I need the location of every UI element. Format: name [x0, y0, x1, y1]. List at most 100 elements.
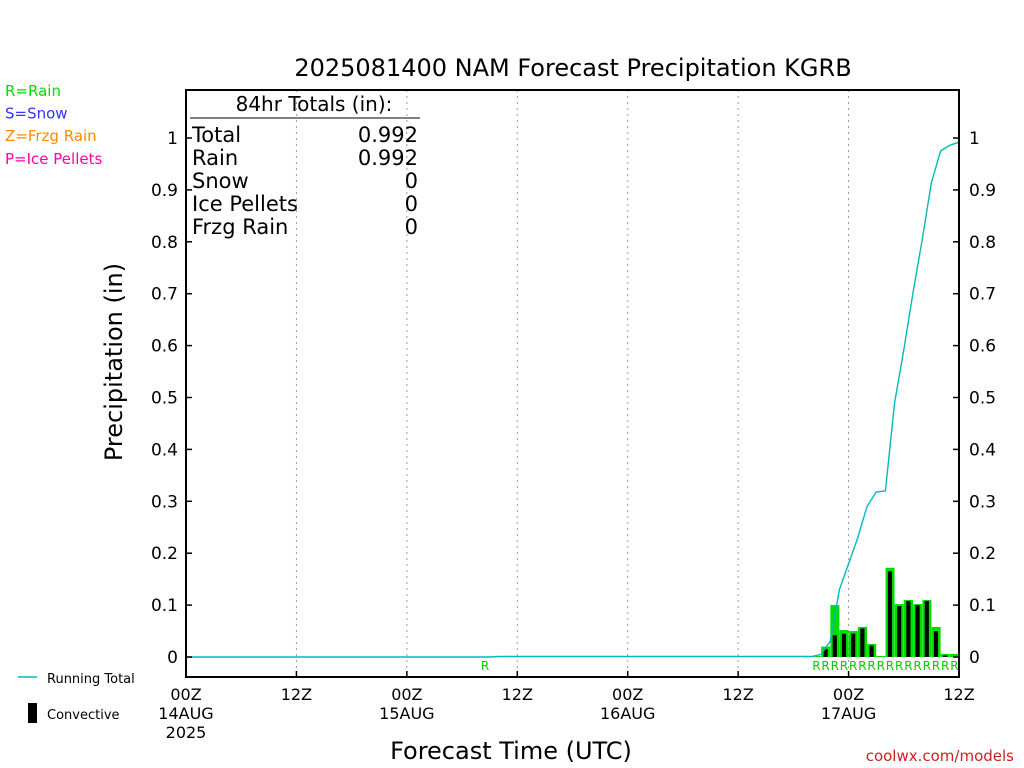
convective-bar	[851, 633, 856, 657]
rain-bar	[876, 656, 886, 657]
y-tick-label-right: 0.2	[969, 544, 996, 564]
x-tick-label: 00Z	[170, 685, 201, 704]
precip-type-marker: R	[923, 659, 931, 673]
chart-title: 2025081400 NAM Forecast Precipitation KG…	[294, 54, 851, 82]
convective-bar	[924, 600, 929, 657]
x-tick-label: 12Z	[281, 685, 312, 704]
running-total-line	[186, 141, 960, 658]
x-tick-label: 12Z	[502, 685, 533, 704]
precip-type-marker: R	[821, 659, 829, 673]
y-tick-label: 0.9	[151, 181, 178, 201]
x-tick-label: 15AUG	[379, 704, 434, 723]
convective-bar	[906, 600, 911, 657]
y-tick-label-right: 0.9	[969, 181, 996, 201]
totals-row-value: 0	[405, 169, 418, 193]
type-legend-item: R=Rain	[5, 82, 61, 100]
totals-row-value: 0.992	[358, 146, 418, 170]
convective-bar	[897, 606, 902, 657]
convective-legend-label: Convective	[47, 708, 120, 723]
precip-type-marker: R	[481, 659, 489, 673]
credit-text: coolwx.com/models	[866, 747, 1014, 765]
precip-type-marker: R	[950, 659, 958, 673]
convective-bar	[823, 649, 828, 657]
convective-bar	[933, 631, 939, 657]
precip-type-marker: R	[831, 659, 839, 673]
precip-type-marker: R	[941, 659, 949, 673]
convective-legend-swatch	[28, 703, 37, 723]
totals-row-label: Frzg Rain	[192, 215, 288, 239]
precip-type-marker: R	[812, 659, 820, 673]
y-tick-label: 0.4	[151, 440, 178, 460]
precip-type-legend: R=Rain S=Snow Z=Frzg Rain P=Ice Pellets	[5, 82, 102, 168]
convective-bar	[887, 571, 893, 657]
precip-type-marker: R	[849, 659, 857, 673]
totals-row-label: Snow	[192, 169, 249, 193]
convective-bar	[860, 628, 865, 657]
x-tick-label: 12Z	[722, 685, 753, 704]
totals-header: 84hr Totals (in):	[236, 92, 393, 116]
totals-row-value: 0	[405, 215, 418, 239]
x-tick-label: 17AUG	[821, 704, 876, 723]
precip-type-marker: R	[840, 659, 848, 673]
x-tick-label: 00Z	[833, 685, 864, 704]
running-total-legend-label: Running Total	[47, 672, 135, 687]
y-tick-label-right: 0.8	[969, 233, 996, 253]
x-tick-label: 16AUG	[600, 704, 655, 723]
y-tick-label: 0	[167, 648, 178, 668]
precip-type-marker: R	[858, 659, 866, 673]
y-tick-label-right: 0.5	[969, 389, 996, 409]
grid-lines	[295, 90, 850, 677]
precip-type-marker: R	[867, 659, 875, 673]
convective-bar	[841, 633, 847, 657]
totals-row-label: Rain	[192, 146, 238, 170]
x-tick-label: 2025	[166, 723, 207, 742]
rain-bar	[949, 653, 959, 657]
y-tick-label: 0.3	[151, 492, 178, 512]
y-tick-label: 0.1	[151, 596, 178, 616]
y-tick-label: 0.6	[151, 337, 178, 357]
totals-row-value: 0	[405, 192, 418, 216]
totals-box: 84hr Totals (in): Total 0.992 Rain 0.992 Sno…	[190, 92, 420, 239]
y-tick-label: 0.7	[151, 285, 178, 305]
precip-type-marker: R	[904, 659, 912, 673]
axes: 0 00.1 0.10.2 0.20.3 0.30.4 0.40.5 0.50.6 0.60.…	[151, 89, 996, 742]
y-axis-label: Precipitation (in)	[100, 263, 128, 461]
totals-row-label: Ice Pellets	[192, 192, 298, 216]
y-tick-label-right: 1	[969, 129, 980, 149]
y-tick-label-right: 0.4	[969, 440, 996, 460]
type-legend-item: S=Snow	[5, 105, 68, 123]
precip-type-marker: R	[886, 659, 894, 673]
type-legend-item: P=Ice Pellets	[5, 150, 102, 168]
x-tick-label: 12Z	[943, 685, 974, 704]
series-legend: Running Total Convective	[18, 672, 135, 723]
precip-type-marker: R	[932, 659, 940, 673]
precip-type-marker: R	[895, 659, 903, 673]
plot-frame	[185, 89, 960, 678]
running-total-layer	[186, 141, 960, 658]
x-tick-label: 00Z	[612, 685, 643, 704]
y-tick-label-right: 0.3	[969, 492, 996, 512]
convective-bar	[943, 655, 948, 657]
convective-bar	[915, 605, 920, 657]
bars-layer	[811, 567, 959, 657]
convective-bar	[832, 635, 837, 657]
totals-row-label: Total	[191, 123, 241, 147]
type-legend-item: Z=Frzg Rain	[5, 127, 97, 145]
y-tick-label: 0.5	[151, 389, 178, 409]
y-tick-label-right: 0.1	[969, 596, 996, 616]
y-tick-label: 0.8	[151, 233, 178, 253]
y-tick-label: 0.2	[151, 544, 178, 564]
precip-type-marker: R	[913, 659, 921, 673]
y-tick-label-right: 0	[969, 648, 980, 668]
x-tick-label: 14AUG	[158, 704, 213, 723]
y-tick-label-right: 0.7	[969, 285, 996, 305]
convective-bar	[869, 645, 874, 657]
x-axis-label: Forecast Time (UTC)	[390, 737, 632, 765]
rain-bar	[811, 656, 821, 657]
totals-row-value: 0.992	[358, 123, 418, 147]
rain-bar	[830, 605, 840, 657]
y-tick-label-right: 0.6	[969, 337, 996, 357]
x-tick-label: 00Z	[391, 685, 422, 704]
